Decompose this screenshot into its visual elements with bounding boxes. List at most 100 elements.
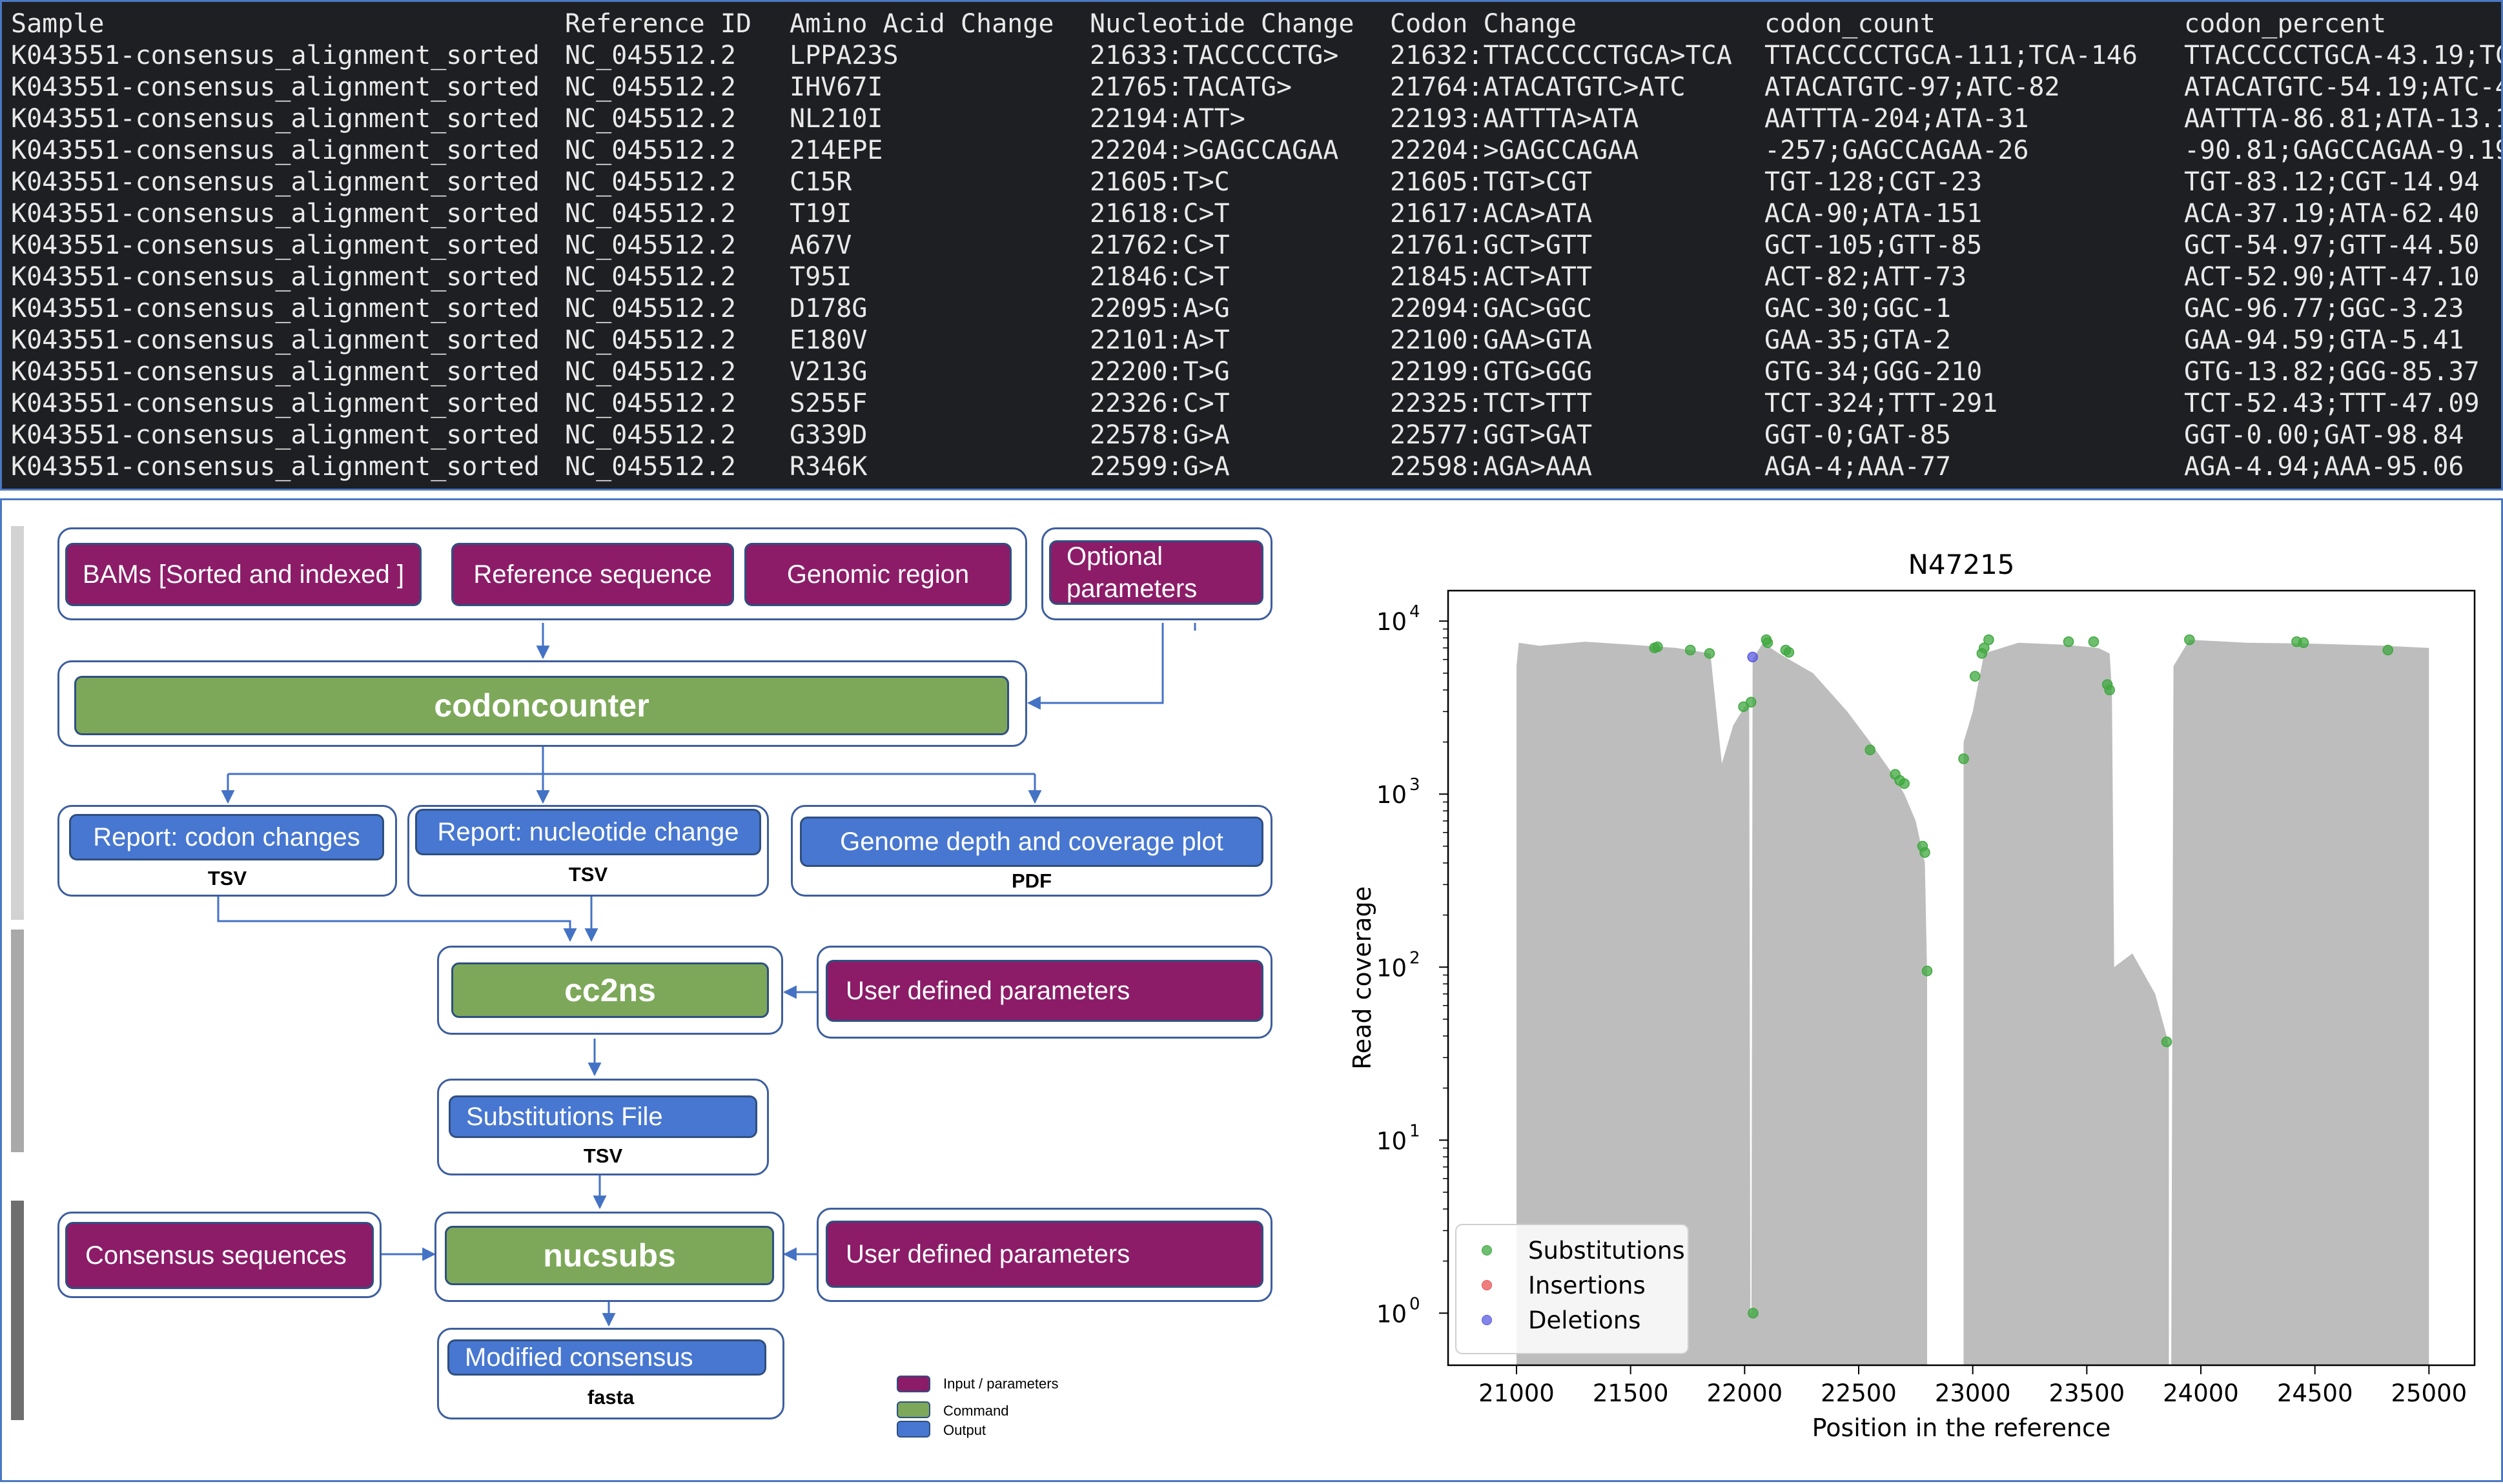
optional-parameters-label: Optional parameters — [1067, 542, 1198, 603]
column-header: codon_percent — [2184, 9, 2387, 39]
table-cell: NC_045512.2 — [565, 104, 736, 134]
substitutions-file-label: Substitutions File — [466, 1103, 663, 1131]
table-cell: AGA-4.94;AAA-95.06 — [2184, 452, 2464, 482]
codon-report-output: Report: codon changes — [69, 814, 384, 860]
table-cell: ACT-52.90;ATT-47.10 — [2184, 262, 2480, 292]
genomic-region-input: Genomic region — [744, 543, 1012, 606]
table-cell: ACA-90;ATA-151 — [1764, 199, 1983, 229]
table-cell: NC_045512.2 — [565, 136, 736, 165]
data-point-substitutions — [2161, 1036, 2172, 1048]
table-cell: AGA-4;AAA-77 — [1764, 452, 1951, 482]
data-point-substitutions — [2088, 636, 2099, 647]
column-header: Amino Acid Change — [790, 9, 1054, 39]
substitutions-file-format: TSV — [583, 1144, 623, 1167]
data-point-substitutions — [1919, 847, 1930, 858]
consensus-sequences-label: Consensus sequences — [85, 1241, 347, 1270]
table-cell: 22326:C>T — [1090, 389, 1230, 418]
table-cell: TCT-52.43;TTT-47.09 — [2184, 389, 2480, 418]
table-cell: ATACATGTC-54.19;ATC-4 — [2184, 72, 2503, 102]
nucleotide-report-format: TSV — [568, 863, 608, 886]
table-cell: NC_045512.2 — [565, 357, 736, 387]
table-cell: NC_045512.2 — [565, 230, 736, 260]
codoncounter-command: codoncounter — [74, 676, 1009, 735]
legend-marker-deletions — [1482, 1315, 1492, 1325]
optional-parameters-input: Optional parameters — [1049, 540, 1263, 605]
table-cell: NC_045512.2 — [565, 452, 736, 482]
table-cell: 21765:TACATG> — [1090, 72, 1292, 102]
table-cell: 22599:G>A — [1090, 452, 1230, 482]
data-point-substitutions — [1748, 1308, 1759, 1319]
table-cell: GCT-105;GTT-85 — [1764, 230, 1983, 260]
table-cell: 22578:G>A — [1090, 420, 1230, 450]
table-cell: 21764:ATACATGTC>ATC — [1390, 72, 1686, 102]
data-point-substitutions — [2063, 636, 2074, 647]
bams-input: BAMs [Sorted and indexed ] — [65, 543, 422, 606]
legend-label-insertions: Insertions — [1528, 1272, 1646, 1299]
table-cell: A67V — [790, 230, 852, 260]
table-cell: 22325:TCT>TTT — [1390, 389, 1593, 418]
data-point-substitutions — [2298, 637, 2309, 648]
data-point-substitutions — [1958, 753, 1969, 764]
table-cell: IHV67I — [790, 72, 883, 102]
sidebar-stripe-mid — [11, 930, 24, 1152]
table-cell: TCT-324;TTT-291 — [1764, 389, 1998, 418]
table-cell: 21618:C>T — [1090, 199, 1230, 229]
table-cell: K043551-consensus_alignment_sorted — [11, 420, 540, 450]
table-cell: 21761:GCT>GTT — [1390, 230, 1593, 260]
plot-frame — [1447, 589, 2476, 1367]
bams-label: BAMs [Sorted and indexed ] — [82, 560, 405, 589]
cc2ns-command: cc2ns — [451, 962, 769, 1018]
legend-swatch-output — [897, 1421, 930, 1438]
table-cell: GGT-0.00;GAT-98.84 — [2184, 420, 2464, 450]
depth-plot-output: Genome depth and coverage plot — [800, 817, 1263, 867]
y-tick-base: 10 — [1376, 954, 1407, 982]
nucleotide-report-output: Report: nucleotide change — [415, 809, 761, 855]
table-cell: 22094:GAC>GGC — [1390, 294, 1593, 323]
user-params-2-input: User defined parameters — [826, 1221, 1263, 1288]
table-cell: 22193:AATTTA>ATA — [1390, 104, 1639, 134]
x-tick-label: 22500 — [1821, 1379, 1897, 1407]
table-cell: K043551-consensus_alignment_sorted — [11, 199, 540, 229]
data-point-substitutions — [1684, 644, 1696, 656]
y-tick-exponent: 2 — [1409, 948, 1420, 968]
table-cell: V213G — [790, 357, 868, 387]
table-cell: K043551-consensus_alignment_sorted — [11, 136, 540, 165]
table-cell: -257;GAGCCAGAA-26 — [1764, 136, 2029, 165]
user-params-2-label: User defined parameters — [846, 1240, 1130, 1268]
legend-label-input: Input / parameters — [943, 1376, 1059, 1392]
table-cell: GAA-94.59;GTA-5.41 — [2184, 325, 2464, 355]
table-cell: NL210I — [790, 104, 883, 134]
table-cell: -90.81;GAGCCAGAA-9.19 — [2184, 136, 2503, 165]
x-tick-label: 24000 — [2163, 1379, 2239, 1407]
x-axis-label: Position in the reference — [1812, 1414, 2111, 1442]
data-point-substitutions — [2184, 634, 2195, 645]
data-point-substitutions — [1745, 696, 1757, 708]
data-point-substitutions — [2382, 644, 2393, 656]
data-point-substitutions — [1921, 965, 1933, 977]
table-cell: 21605:T>C — [1090, 167, 1230, 197]
table-cell: K043551-consensus_alignment_sorted — [11, 72, 540, 102]
data-point-substitutions — [2104, 684, 2115, 696]
tsv-output-terminal: Sample Reference ID Amino Acid Change Nucle… — [0, 0, 2503, 491]
table-cell: 22194:ATT> — [1090, 104, 1245, 134]
workflow-panel: BAMs [Sorted and indexed ] Reference seq… — [0, 498, 2503, 1482]
column-header: Sample — [11, 9, 105, 39]
table-cell: 214EPE — [790, 136, 883, 165]
y-tick-exponent: 1 — [1409, 1121, 1420, 1141]
x-tick-label: 21000 — [1478, 1379, 1555, 1407]
table-cell: K043551-consensus_alignment_sorted — [11, 262, 540, 292]
table-cell: NC_045512.2 — [565, 167, 736, 197]
table-cell: 22204:>GAGCCAGAA — [1090, 136, 1339, 165]
table-cell: K043551-consensus_alignment_sorted — [11, 452, 540, 482]
table-cell: 22101:A>T — [1090, 325, 1230, 355]
nucsubs-command: nucsubs — [445, 1226, 774, 1285]
nucsubs-label: nucsubs — [543, 1237, 676, 1274]
table-cell: NC_045512.2 — [565, 41, 736, 70]
y-axis-label: Read coverage — [1348, 886, 1376, 1070]
table-cell: NC_045512.2 — [565, 199, 736, 229]
legend-marker-substitutions — [1482, 1245, 1492, 1255]
legend-label-substitutions: Substitutions — [1528, 1237, 1685, 1265]
table-cell: NC_045512.2 — [565, 262, 736, 292]
table-cell: K043551-consensus_alignment_sorted — [11, 41, 540, 70]
table-cell: S255F — [790, 389, 868, 418]
